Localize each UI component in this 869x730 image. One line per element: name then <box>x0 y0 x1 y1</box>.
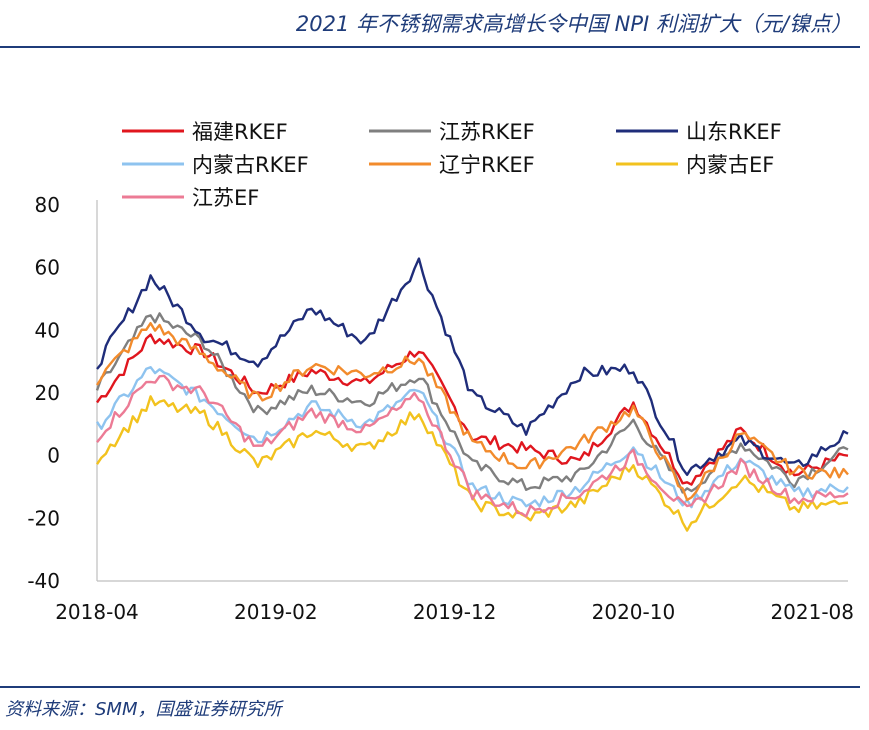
legend-item: 山东RKEF <box>616 120 782 144</box>
x-tick-label: 2021-08 <box>770 600 854 624</box>
legend-label: 内蒙古EF <box>686 153 774 177</box>
series-line-0 <box>96 333 849 486</box>
y-tick-label: 0 <box>47 444 60 468</box>
legend-item: 江苏RKEF <box>369 120 535 144</box>
legend-label: 辽宁RKEF <box>439 153 535 177</box>
top-divider <box>0 46 860 48</box>
x-tick-label: 2020-10 <box>592 600 676 624</box>
y-axis: -40 -20 0 20 40 60 80 <box>27 193 98 593</box>
y-tick-label: 20 <box>35 381 60 405</box>
y-tick-label: -20 <box>27 506 60 530</box>
y-tick-label: -40 <box>27 569 60 593</box>
x-tick-label: 2019-02 <box>234 600 318 624</box>
x-tick-label: 2018-04 <box>55 600 139 624</box>
legend-item: 福建RKEF <box>122 120 288 144</box>
legend-item: 内蒙古RKEF <box>122 153 309 177</box>
legend-label: 内蒙古RKEF <box>192 153 309 177</box>
y-tick-label: 40 <box>35 318 60 342</box>
x-axis: 2018-04 2019-02 2019-12 2020-10 2021-08 <box>55 580 854 624</box>
x-tick-label: 2019-12 <box>413 600 497 624</box>
legend-label: 福建RKEF <box>192 120 288 144</box>
plot-area <box>95 257 849 532</box>
legend-label: 江苏EF <box>192 186 259 210</box>
source-note: 资料来源：SMM，国盛证券研究所 <box>5 699 282 720</box>
legend: 福建RKEF 江苏RKEF 山东RKEF 内蒙古RKEF 辽宁RKEF 内蒙古EF 江苏EF <box>122 120 782 210</box>
series-line-6 <box>96 374 849 518</box>
legend-label: 山东RKEF <box>686 120 782 144</box>
series-line-2 <box>96 257 849 476</box>
legend-label: 江苏RKEF <box>439 120 535 144</box>
y-tick-label: 80 <box>35 193 60 217</box>
chart-title: 2021 年不锈钢需求高增长令中国 NPI 利润扩大（元/镍点） <box>295 12 852 36</box>
series-line-5 <box>96 395 849 532</box>
legend-item: 辽宁RKEF <box>369 153 535 177</box>
legend-item: 江苏EF <box>122 186 259 210</box>
y-tick-label: 60 <box>35 256 60 280</box>
legend-item: 内蒙古EF <box>616 153 774 177</box>
bottom-divider <box>0 686 860 688</box>
series-line-3 <box>95 366 849 509</box>
series-line-4 <box>96 322 849 502</box>
